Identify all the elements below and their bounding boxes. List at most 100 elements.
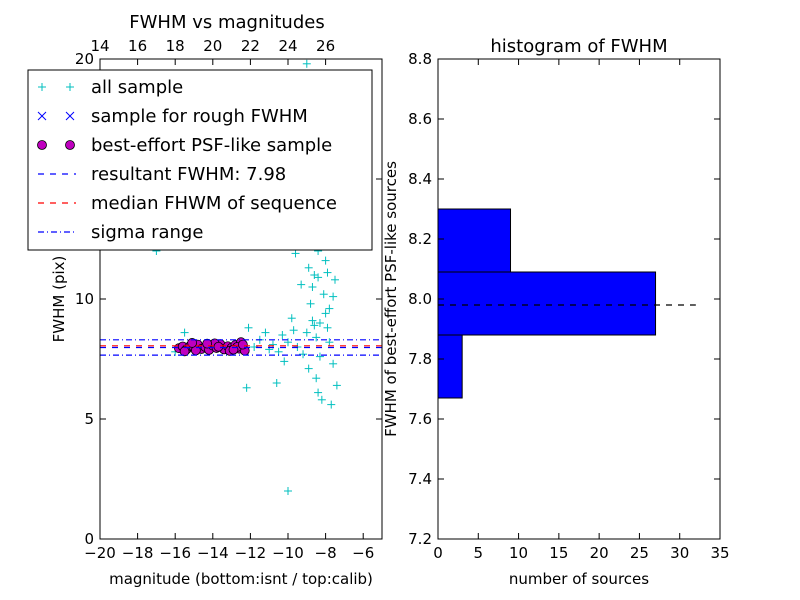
scatter-toptick-label-3: 20 bbox=[203, 37, 222, 55]
sample-point-14 bbox=[274, 347, 283, 356]
psf-sample-point-27 bbox=[228, 344, 239, 355]
sample-point-22 bbox=[306, 299, 315, 308]
legend-entries: all sample sample for rough FWHM best-effo… bbox=[37, 77, 337, 243]
legend-frame bbox=[27, 69, 373, 251]
histogram-ticks: 0 5 10 15 20 25 30 35 7.2 7.4 7.6 7.8 8.0 8.2 8.4 8.6 8.… bbox=[408, 50, 729, 562]
legend: all sample sample for rough FWHM best-effo… bbox=[27, 69, 373, 251]
legend-label-3: resultant FWHM: 7.98 bbox=[91, 164, 286, 185]
sample-point-45 bbox=[323, 268, 332, 277]
histogram-xtick-label-7: 35 bbox=[710, 544, 729, 562]
sample-point-41 bbox=[304, 263, 313, 272]
scatter-xtick-label-1: −18 bbox=[122, 544, 154, 562]
sample-point-53 bbox=[304, 364, 313, 373]
histogram-xtick-label-6: 30 bbox=[670, 544, 689, 562]
sample-point-8 bbox=[242, 383, 251, 392]
histogram-ytick-label-2: 7.6 bbox=[408, 410, 432, 428]
legend-entry-1: sample for rough FWHM bbox=[37, 106, 308, 127]
scatter-ticks: −20 −18 −16 −14 −12 −10 −8 −6 14 16 18 20 22 24 26 0 5 10… bbox=[75, 37, 382, 562]
scatter-ytick-label-0: 0 bbox=[84, 530, 94, 548]
sample-point-55 bbox=[315, 352, 324, 361]
legend-marker-a-1-b bbox=[37, 111, 47, 121]
histogram-ytick-label-1: 7.4 bbox=[408, 470, 432, 488]
scatter-title: FWHM vs magnitudes bbox=[129, 12, 324, 33]
histogram-ytick-label-0: 7.2 bbox=[408, 530, 432, 548]
psf-sample-point-26 bbox=[213, 341, 224, 352]
scatter-xtick-label-2: −16 bbox=[159, 544, 191, 562]
scatter-panel: −20 −18 −16 −14 −12 −10 −8 −6 14 16 18 20 22 24 26 0 5 10… bbox=[27, 12, 383, 588]
sample-point-39 bbox=[327, 400, 336, 409]
histogram-panel: 0 5 10 15 20 25 30 35 7.2 7.4 7.6 7.8 8.0 8.2 8.4 8.6 8.… bbox=[382, 36, 730, 588]
scatter-xtick-label-3: −14 bbox=[197, 544, 229, 562]
scatter-xtick-label-7: −6 bbox=[352, 544, 374, 562]
sample-point-29 bbox=[319, 290, 328, 299]
sample-point-32 bbox=[325, 304, 334, 313]
scatter-ytick-label-2: 10 bbox=[75, 290, 94, 308]
sample-point-49 bbox=[321, 309, 330, 318]
histogram-xtick-label-3: 15 bbox=[549, 544, 568, 562]
sample-point-18 bbox=[287, 314, 296, 323]
legend-marker-a-1 bbox=[37, 111, 47, 121]
sample-point-23 bbox=[308, 283, 317, 291]
scatter-xtick-label-0: −20 bbox=[84, 544, 116, 562]
histogram-title: histogram of FWHM bbox=[490, 36, 667, 57]
histogram-ytick-label-8: 8.8 bbox=[408, 50, 432, 68]
legend-marker-a-0 bbox=[38, 83, 46, 91]
histogram-ylabel: FWHM of best-effort PSF-like sources bbox=[382, 161, 400, 437]
legend-label-4: median FHWM of sequence bbox=[91, 193, 337, 214]
scatter-toptick-label-4: 22 bbox=[241, 37, 260, 55]
legend-marker-b-0 bbox=[66, 83, 74, 91]
sample-point-68 bbox=[289, 326, 298, 335]
histogram-xlabel: number of sources bbox=[509, 570, 649, 588]
sample-point-67 bbox=[314, 388, 323, 397]
sample-point-47 bbox=[308, 316, 317, 325]
sample-point-21 bbox=[302, 328, 311, 337]
sample-point-25 bbox=[312, 333, 321, 342]
sample-point-52 bbox=[280, 357, 289, 366]
histogram-bar-0 bbox=[437, 334, 463, 399]
legend-marker-b-2 bbox=[65, 140, 75, 150]
scatter-xtick-label-4: −12 bbox=[235, 544, 267, 562]
legend-label-1: sample for rough FWHM bbox=[91, 106, 308, 127]
legend-marker-a-2 bbox=[37, 140, 47, 150]
histogram-plot-area bbox=[437, 208, 696, 399]
sample-point-61 bbox=[261, 328, 270, 337]
sample-point-36 bbox=[332, 381, 341, 390]
sample-point-37 bbox=[312, 374, 321, 383]
histogram-ytick-label-7: 8.6 bbox=[408, 110, 432, 128]
scatter-xlabel: magnitude (bottom:isnt / top:calib) bbox=[109, 570, 373, 588]
sample-point-35 bbox=[331, 275, 339, 284]
sample-point-56 bbox=[302, 59, 311, 68]
sample-point-1 bbox=[180, 328, 189, 337]
scatter-ytick-label-4: 20 bbox=[75, 50, 94, 68]
legend-entry-3: resultant FWHM: 7.98 bbox=[38, 164, 286, 185]
sample-point-17 bbox=[284, 487, 292, 495]
scatter-toptick-label-2: 18 bbox=[166, 37, 185, 55]
histogram-bar-2 bbox=[437, 208, 512, 273]
scatter-xtick-label-6: −8 bbox=[315, 544, 337, 562]
histogram-ytick-label-4: 8.0 bbox=[408, 290, 432, 308]
legend-label-0: all sample bbox=[91, 77, 183, 98]
sample-point-51 bbox=[291, 249, 300, 258]
histogram-ytick-label-6: 8.4 bbox=[408, 170, 432, 188]
sample-point-27 bbox=[315, 319, 324, 327]
sample-point-43 bbox=[314, 273, 323, 282]
scatter-toptick-label-6: 26 bbox=[316, 37, 335, 55]
sample-point-60 bbox=[272, 379, 281, 387]
histogram-bar-1 bbox=[437, 271, 657, 336]
legend-label-2: best-effort PSF-like sample bbox=[91, 135, 332, 156]
sample-point-15 bbox=[278, 331, 287, 339]
legend-label-5: sigma range bbox=[91, 222, 203, 243]
sample-point-50 bbox=[325, 338, 334, 347]
histogram-ytick-label-5: 8.2 bbox=[408, 230, 432, 248]
scatter-ytick-label-1: 5 bbox=[84, 410, 94, 428]
legend-entry-2: best-effort PSF-like sample bbox=[37, 135, 332, 156]
sample-point-46 bbox=[297, 280, 306, 289]
scatter-plot-area bbox=[100, 59, 382, 495]
histogram-xtick-label-0: 0 bbox=[433, 544, 443, 562]
scatter-xtick-label-5: −10 bbox=[272, 544, 304, 562]
sample-point-9 bbox=[244, 323, 253, 332]
sample-point-38 bbox=[317, 395, 326, 404]
psf-sample-point-29 bbox=[237, 339, 248, 350]
sample-point-64 bbox=[329, 292, 338, 301]
